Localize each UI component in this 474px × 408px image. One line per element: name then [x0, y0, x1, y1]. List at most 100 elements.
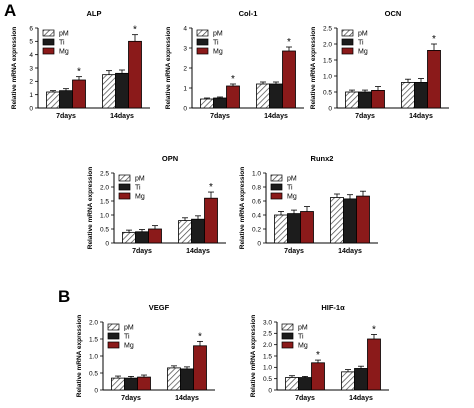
bar-Ti-14days — [115, 72, 129, 109]
x-tick-label: 7days — [295, 395, 315, 402]
y-tick-label: 1 — [183, 85, 187, 92]
panel-label-b: B — [58, 287, 70, 306]
x-tick-label: 14days — [175, 395, 199, 402]
y-tick-label: 0 — [29, 105, 33, 112]
chart-title: HIF-1α — [321, 303, 345, 312]
legend-label-Ti: Ti — [124, 334, 130, 341]
y-tick-label: 2.0 — [100, 184, 109, 191]
legend-label-Mg: Mg — [135, 194, 145, 201]
y-tick-label: 2 — [29, 79, 33, 86]
bar-pM-7days — [111, 377, 125, 391]
legend-label-Mg: Mg — [287, 194, 297, 201]
legend-label-Ti: Ti — [135, 185, 141, 192]
legend-swatch-pM — [281, 323, 294, 331]
y-tick-label: 0 — [183, 105, 187, 112]
significance-star: * — [231, 74, 235, 85]
bar-Mg-7days — [371, 90, 385, 109]
legend-swatch-Ti — [281, 332, 294, 340]
bar-pM-14days — [102, 74, 116, 109]
y-tick-label: 0.5 — [100, 226, 109, 233]
y-axis-label: Relative mRNA expression — [76, 315, 83, 398]
chart-5: VEGF Relative mRNA expression 0 0.5 1.0 1.5 2.… — [76, 303, 215, 402]
legend-label-pM: pM — [287, 176, 297, 183]
x-tick-label: 7days — [121, 395, 141, 402]
y-tick-label: 0.4 — [252, 212, 261, 219]
y-tick-label: 3 — [183, 45, 187, 52]
charts-group: ALP Relative mRNA expression 0 1 2 3 4 5 6 * 7days… — [11, 9, 449, 402]
chart-title: OPN — [162, 154, 178, 163]
x-tick-label: 7days — [56, 113, 76, 120]
x-tick-label: 14days — [349, 395, 373, 402]
bar-pM-7days — [200, 98, 214, 109]
x-tick-label: 7days — [132, 248, 152, 255]
chart-title: VEGF — [149, 303, 170, 312]
legend-swatch-pM — [270, 174, 283, 182]
x-tick-label: 14days — [338, 248, 362, 255]
bar-Ti-7days — [59, 90, 73, 109]
bar-Mg-14days — [427, 50, 441, 109]
y-tick-label: 1.0 — [89, 353, 98, 360]
legend-label-Ti: Ti — [298, 334, 304, 341]
bar-Ti-14days — [343, 198, 357, 244]
y-tick-label: 0.8 — [252, 184, 261, 191]
legend-swatch-Mg — [196, 47, 209, 55]
y-tick-label: 1.0 — [252, 170, 261, 177]
y-tick-label: 0.6 — [252, 198, 261, 205]
bar-Mg-7days — [300, 211, 314, 244]
legend-swatch-Mg — [281, 341, 294, 349]
legend-label-pM: pM — [298, 325, 308, 332]
bar-Mg-7days — [137, 376, 151, 391]
bar-Mg-7days — [226, 85, 240, 109]
y-tick-label: 4 — [183, 25, 187, 32]
bar-Ti-14days — [180, 368, 194, 391]
y-tick-label: 2.5 — [100, 170, 109, 177]
legend-swatch-Ti — [270, 183, 283, 191]
x-tick-label: 7days — [355, 113, 375, 120]
significance-star: * — [77, 67, 81, 78]
y-tick-label: 0.5 — [89, 370, 98, 377]
legend-swatch-Ti — [196, 38, 209, 46]
bar-Ti-14days — [191, 218, 205, 244]
y-tick-label: 6 — [29, 25, 33, 32]
x-tick-label: 14days — [186, 248, 210, 255]
y-tick-label: 0 — [105, 240, 109, 247]
legend-label-pM: pM — [124, 325, 134, 332]
legend-swatch-Mg — [341, 47, 354, 55]
y-tick-label: 1.5 — [100, 198, 109, 205]
chart-title: ALP — [87, 9, 102, 18]
legend-swatch-Mg — [270, 192, 283, 200]
legend-swatch-pM — [118, 174, 131, 182]
chart-4: Runx2 Relative mRNA expression 0 0.2 0.4 0.6 0… — [239, 154, 378, 255]
y-tick-label: 0 — [328, 105, 332, 112]
y-tick-label: 2.5 — [263, 331, 272, 338]
bar-Ti-7days — [287, 213, 301, 244]
legend-label-Mg: Mg — [358, 49, 368, 56]
bar-Mg-14days — [193, 345, 207, 391]
bar-pM-7days — [345, 91, 359, 109]
bar-Mg-14days — [367, 338, 381, 391]
significance-star: * — [198, 331, 202, 342]
legend-label-pM: pM — [59, 31, 69, 38]
legend-swatch-Mg — [42, 47, 55, 55]
significance-star: * — [432, 34, 436, 45]
y-tick-label: 1.0 — [100, 212, 109, 219]
legend-label-pM: pM — [213, 31, 223, 38]
significance-star: * — [133, 25, 137, 36]
chart-1: Col-1 Relative mRNA expression 0 1 2 3 4 * 7days… — [165, 9, 304, 120]
y-tick-label: 2.0 — [263, 342, 272, 349]
legend-label-pM: pM — [135, 176, 145, 183]
chart-0: ALP Relative mRNA expression 0 1 2 3 4 5 6 * 7days… — [11, 9, 150, 120]
legend-label-pM: pM — [358, 31, 368, 38]
legend-label-Ti: Ti — [358, 40, 364, 47]
y-tick-label: 0 — [94, 387, 98, 394]
x-tick-label: 14days — [110, 113, 134, 120]
legend-swatch-Ti — [118, 183, 131, 191]
bar-Ti-7days — [298, 377, 312, 391]
bar-pM-14days — [178, 220, 192, 244]
x-tick-label: 14days — [409, 113, 433, 120]
bar-Mg-7days — [72, 79, 86, 109]
legend-label-Ti: Ti — [213, 40, 219, 47]
significance-star: * — [209, 182, 213, 193]
